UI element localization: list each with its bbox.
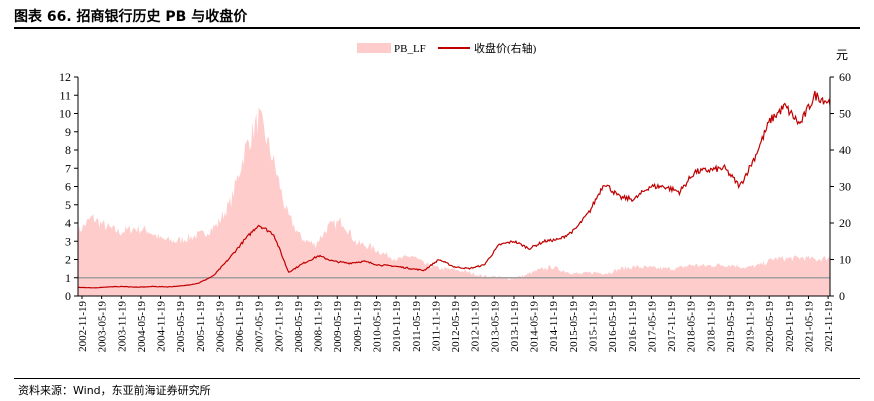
x-axis-tick-label: 2013-11-19 — [509, 301, 521, 352]
price-line-series — [77, 90, 831, 289]
source-note: 资料来源：Wind，东亚前海证券研究所 — [18, 384, 211, 397]
legend: PB_LF 收盘价(右轴) — [357, 41, 537, 55]
legend-swatch-pb — [357, 43, 391, 53]
left-axis-tick-label: 3 — [65, 234, 71, 248]
chart: PB_LF 收盘价(右轴) 元 012345678910111201020304… — [59, 41, 851, 352]
left-axis-tick-label: 0 — [65, 289, 71, 303]
x-axis-tick-label: 2011-05-19 — [411, 301, 423, 352]
x-axis-tick-label: 2005-05-19 — [175, 301, 187, 353]
x-axis-tick-label: 2002-11-19 — [77, 301, 89, 352]
x-axis-tick-label: 2006-05-19 — [214, 301, 226, 353]
chart-title: 图表 66. 招商银行历史 PB 与收盘价 — [14, 9, 248, 25]
right-axis-tick-label: 40 — [839, 143, 851, 157]
x-axis-tick-label: 2006-11-19 — [234, 301, 246, 352]
x-axis-tick-label: 2009-05-19 — [332, 301, 344, 353]
x-axis-tick-label: 2017-05-19 — [646, 301, 658, 353]
left-axis-tick-label: 9 — [65, 125, 71, 139]
x-axis-tick-label: 2014-11-19 — [548, 301, 560, 352]
right-axis-tick-label: 20 — [839, 216, 851, 230]
right-axis-tick-label: 10 — [839, 253, 851, 267]
x-axis-tick-label: 2015-11-19 — [587, 301, 599, 352]
left-axis-tick-label: 10 — [59, 107, 71, 121]
x-axis-tick-label: 2003-11-19 — [116, 301, 128, 352]
x-axis-tick-label: 2020-05-19 — [764, 301, 776, 353]
x-axis-tick-label: 2007-05-19 — [254, 301, 266, 353]
left-axis-tick-label: 8 — [65, 143, 71, 157]
x-axis-tick-label: 2007-11-19 — [273, 301, 285, 352]
footer-rule — [14, 378, 860, 379]
x-axis-tick-label: 2021-05-19 — [803, 301, 815, 353]
x-axis-tick-label: 2008-11-19 — [313, 301, 325, 352]
x-axis-tick-label: 2013-05-19 — [489, 301, 501, 353]
right-axis-tick-label: 50 — [839, 107, 851, 121]
x-axis-tick-label: 2009-11-19 — [352, 301, 364, 352]
left-axis-tick-label: 6 — [65, 180, 71, 194]
legend-label-price: 收盘价(右轴) — [474, 41, 537, 55]
left-axis-tick-label: 5 — [65, 198, 71, 212]
x-axis-tick-label: 2015-05-19 — [568, 301, 580, 353]
x-axis-tick-label: 2018-05-19 — [686, 301, 698, 353]
title-rule — [14, 27, 860, 29]
x-axis-tick-label: 2021-11-19 — [823, 301, 835, 352]
x-axis-tick-label: 2005-11-19 — [195, 301, 207, 352]
left-axis-tick-label: 7 — [65, 161, 71, 175]
x-axis-tick-label: 2014-05-19 — [529, 301, 541, 353]
right-axis-label: 元 — [836, 48, 848, 62]
left-axis-tick-label: 12 — [59, 70, 71, 84]
x-axis-tick-label: 2004-05-19 — [136, 301, 148, 353]
x-axis-tick-label: 2003-05-19 — [97, 301, 109, 353]
x-axis-tick-label: 2010-11-19 — [391, 301, 403, 352]
left-axis-tick-label: 4 — [65, 216, 71, 230]
plot-area — [77, 90, 831, 296]
right-axis-tick-label: 0 — [839, 289, 845, 303]
x-axis-tick-label: 2020-11-19 — [784, 301, 796, 352]
x-axis-tick-label: 2004-11-19 — [156, 301, 168, 352]
x-axis-tick-label: 2017-11-19 — [666, 301, 678, 352]
x-axis-tick-label: 2012-11-19 — [470, 301, 482, 352]
x-axis-tick-label: 2019-05-19 — [725, 301, 737, 353]
x-axis-tick-label: 2018-11-19 — [705, 301, 717, 352]
legend-label-pb: PB_LF — [394, 43, 426, 55]
left-axis-tick-label: 2 — [65, 253, 71, 267]
x-axis-tick-label: 2011-11-19 — [430, 301, 442, 352]
left-axis-tick-label: 1 — [65, 271, 71, 285]
left-axis-tick-label: 11 — [59, 88, 71, 102]
x-axis-tick-label: 2010-05-19 — [372, 301, 384, 353]
pb-area-series — [78, 106, 830, 296]
x-axis-tick-label: 2008-05-19 — [293, 301, 305, 353]
x-axis-tick-label: 2016-11-19 — [627, 301, 639, 352]
x-axis-tick-label: 2012-05-19 — [450, 301, 462, 353]
x-axis-tick-label: 2019-11-19 — [745, 301, 757, 352]
right-axis-tick-label: 60 — [839, 70, 851, 84]
right-axis-tick-label: 30 — [839, 180, 851, 194]
x-axis-tick-label: 2016-05-19 — [607, 301, 619, 353]
